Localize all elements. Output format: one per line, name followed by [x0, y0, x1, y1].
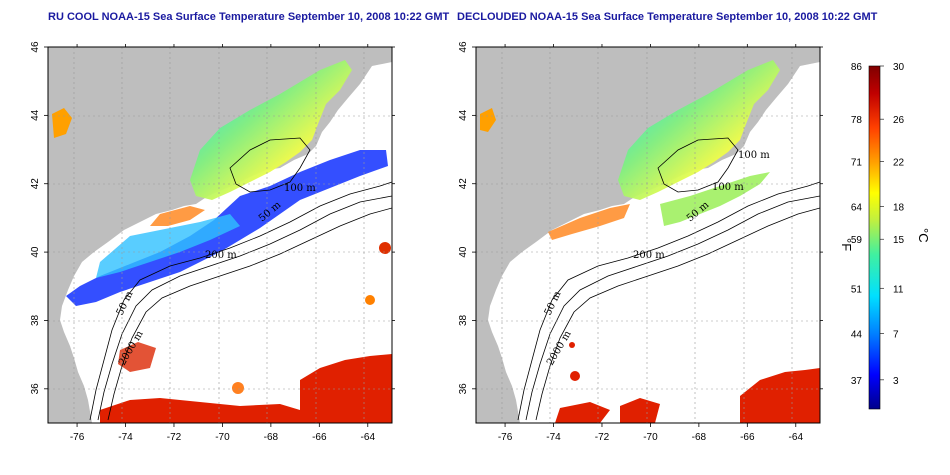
- axes: -76 -74 -72 -70 -68 -66 -64 36 38 40 42 44 46: [30, 41, 395, 443]
- contour-label: 200 m: [205, 250, 237, 261]
- sst-cool-region: [190, 60, 352, 200]
- y-tick-label: 36: [458, 383, 469, 395]
- y-tick-label: 46: [458, 41, 469, 53]
- colorbar-c-tick-label: 30: [893, 62, 905, 73]
- gulf-stream-warm-se: [300, 354, 392, 423]
- contour-label: 100 m: [712, 182, 744, 193]
- fahrenheit-label: °F: [839, 238, 854, 251]
- colorbar-c-tick-label: 11: [893, 284, 904, 295]
- sst-cool-region: [618, 60, 780, 200]
- colorbar-f-tick-label: 78: [851, 115, 863, 126]
- celsius-label: °C: [916, 228, 931, 243]
- axes: -76 -74 -72 -70 -68 -66 -64 36 38 40 42 44 46: [458, 41, 823, 443]
- x-tick-label: -76: [498, 432, 513, 443]
- plot-frame: [475, 46, 821, 424]
- y-tick-label: 42: [30, 178, 41, 190]
- colorbar-celsius-ticks: 30 26 22 18 15 11 7 3: [880, 62, 905, 387]
- y-tick-label: 38: [30, 314, 41, 326]
- y-tick-label: 46: [30, 41, 41, 53]
- colorbar-f-tick-label: 64: [851, 203, 863, 214]
- grid-lines: [48, 47, 392, 423]
- sst-filled-band: [660, 172, 770, 226]
- colorbar-f-tick-label: 59: [851, 235, 863, 246]
- x-tick-label: -66: [312, 432, 327, 443]
- warm-patch-west: [52, 108, 72, 138]
- gulf-stream-warm-mid: [620, 398, 660, 423]
- colorbar-f-tick-label: 86: [851, 62, 863, 73]
- contour-label: 100 m: [738, 150, 770, 161]
- contour-label: 100 m: [284, 183, 316, 194]
- colorbar-c-tick-label: 22: [893, 157, 905, 168]
- chart-title: RU COOL NOAA-15 Sea Surface Temperature …: [48, 11, 450, 23]
- colorbar-c-tick-label: 3: [893, 376, 899, 387]
- colorbar-f-tick-label: 51: [851, 284, 863, 295]
- warm-plume: [548, 204, 630, 240]
- y-tick-label: 40: [30, 246, 41, 258]
- x-tick-label: -70: [643, 432, 658, 443]
- colorbar-f-tick-label: 44: [851, 330, 863, 341]
- y-tick-label: 36: [30, 383, 41, 395]
- colorbar-c-tick-label: 7: [893, 330, 899, 341]
- x-tick-label: -70: [215, 432, 230, 443]
- warm-spot: [232, 382, 244, 394]
- gulf-stream-warm-se: [740, 368, 820, 423]
- chart-title: DECLOUDED NOAA-15 Sea Surface Temperatur…: [457, 11, 878, 23]
- colorbar-c-tick-label: 18: [893, 203, 905, 214]
- y-tick-label: 44: [30, 109, 41, 121]
- warm-spot: [570, 371, 580, 381]
- mixed-sst-band: [96, 214, 240, 278]
- warm-spot: [569, 342, 575, 348]
- bathymetry-contours: [517, 137, 820, 421]
- warm-patch-west: [480, 108, 496, 132]
- gulf-stream-warm-s: [100, 398, 300, 423]
- y-tick-label: 42: [458, 178, 469, 190]
- x-tick-label: -74: [118, 432, 133, 443]
- x-tick-label: -66: [740, 432, 755, 443]
- colorbar-c-tick-label: 26: [893, 115, 905, 126]
- x-tick-label: -64: [789, 432, 804, 443]
- warm-plume: [150, 206, 205, 226]
- colorbar-f-tick-label: 37: [851, 376, 863, 387]
- x-tick-label: -72: [167, 432, 182, 443]
- x-tick-label: -72: [595, 432, 610, 443]
- bathymetry-contours: [89, 137, 392, 421]
- colorbar: 86 78 71 64 59 51 44 37 30 26 22 18 15 11 7 3 °F °C: [839, 62, 931, 410]
- warm-spot: [365, 295, 375, 305]
- colorbar-f-tick-label: 71: [851, 157, 863, 168]
- x-tick-label: -64: [361, 432, 376, 443]
- x-tick-label: -76: [70, 432, 85, 443]
- colorbar-c-tick-label: 15: [893, 235, 905, 246]
- contour-label: 200 m: [633, 250, 665, 261]
- declouded-sst-map: DECLOUDED NOAA-15 Sea Surface Temperatur…: [457, 11, 878, 443]
- colorbar-gradient: [868, 65, 881, 410]
- y-tick-label: 40: [458, 246, 469, 258]
- x-tick-label: -74: [546, 432, 561, 443]
- x-tick-label: -68: [264, 432, 279, 443]
- colorbar-fahrenheit-ticks: 86 78 71 64 59 51 44 37: [851, 62, 863, 387]
- raw-sst-map: RU COOL NOAA-15 Sea Surface Temperature …: [30, 11, 450, 443]
- y-tick-label: 38: [458, 314, 469, 326]
- plot-frame: [47, 46, 393, 424]
- y-tick-label: 44: [458, 109, 469, 121]
- warm-spot: [379, 242, 391, 254]
- grid-lines: [476, 47, 820, 423]
- x-tick-label: -68: [692, 432, 707, 443]
- gulf-stream-warm-s: [555, 402, 610, 423]
